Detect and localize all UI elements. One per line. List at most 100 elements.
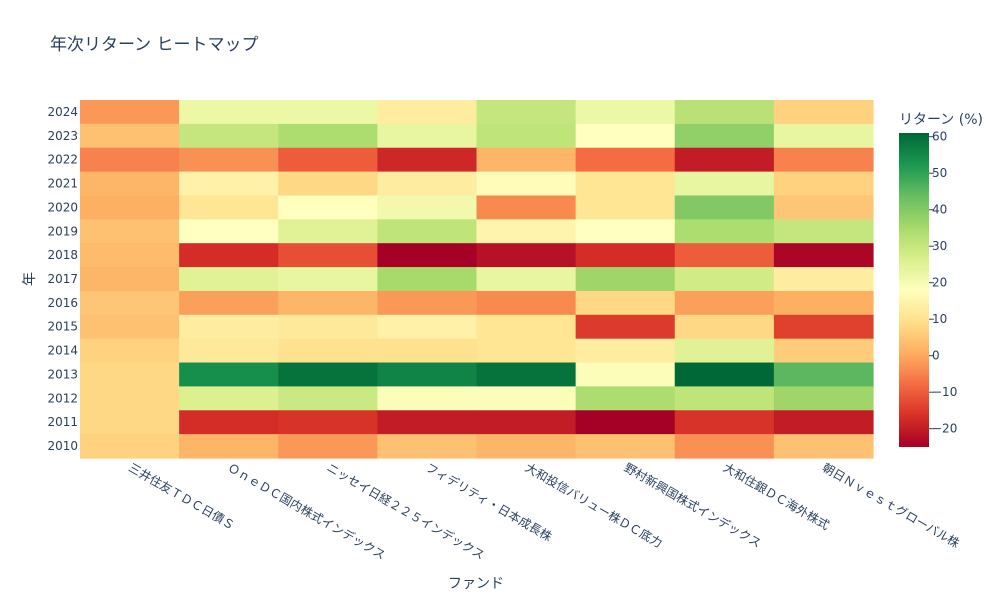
heatmap-cell (179, 219, 279, 244)
heatmap-cell (773, 123, 874, 149)
heatmap-cell (377, 314, 478, 340)
colorbar-ticks: 60 50 40 30 20 10 0 −10 −20 (929, 130, 957, 436)
heatmap-cell (377, 100, 478, 125)
y-tick-label: 2011 (47, 415, 78, 429)
heatmap-cell (476, 171, 577, 197)
heatmap-cell (179, 290, 279, 316)
heatmap-cell (476, 243, 577, 268)
heatmap-cell (674, 386, 775, 411)
heatmap-cell (80, 434, 180, 459)
heatmap-cell (575, 171, 676, 197)
heatmap-cell (179, 338, 279, 364)
heatmap-cell (278, 219, 378, 244)
heatmap-cell (278, 410, 378, 435)
heatmap-cell (179, 410, 279, 435)
heatmap-cell (575, 338, 676, 364)
heatmap-cell (80, 362, 180, 387)
heatmap-cell (377, 290, 478, 316)
x-tick-label: ニッセイ日経２２５インデックス (324, 460, 487, 563)
heatmap-cell (773, 338, 874, 364)
x-axis-ticks: 三井住友ＴＤＣ日債ＳＯｎｅＤＣ国内株式インデックスニッセイ日経２２５インデックス… (126, 460, 962, 563)
heatmap-cell (476, 147, 577, 173)
heatmap-cell (476, 100, 577, 125)
y-tick-label: 2020 (47, 200, 78, 214)
heatmap-cell (575, 434, 676, 459)
colorbar-tick-label: 40 (932, 203, 947, 217)
heatmap-cell (575, 243, 676, 268)
colorbar-tick-label: 50 (932, 166, 947, 180)
heatmap-cell (476, 362, 577, 387)
heatmap-cell (179, 386, 279, 411)
heatmap-cell (377, 362, 478, 387)
heatmap-cell (278, 100, 378, 125)
x-tick-label: 三井住友ＴＤＣ日債Ｓ (126, 460, 237, 533)
heatmap-cell (80, 100, 180, 125)
y-tick-label: 2010 (47, 439, 78, 453)
heatmap-cell (377, 243, 478, 268)
heatmap-cell (773, 171, 874, 197)
heatmap-cell (773, 100, 874, 125)
heatmap-cell (476, 219, 577, 244)
heatmap-cell (674, 147, 775, 173)
colorbar-tick-label: 20 (932, 276, 947, 290)
colorbar-tick-label: −20 (932, 422, 957, 436)
heatmap-cell (278, 147, 378, 173)
heatmap-cell (575, 147, 676, 173)
heatmap-cell (377, 195, 478, 220)
heatmap-cell (674, 267, 775, 292)
colorbar-title: リターン (%) (899, 112, 983, 128)
heatmap-cell (773, 434, 874, 459)
heatmap-cell (278, 338, 378, 364)
heatmap-cell (179, 195, 279, 220)
heatmap-cells (80, 100, 874, 459)
y-tick-label: 2022 (47, 153, 78, 167)
heatmap-cell (674, 195, 775, 220)
y-tick-label: 2017 (47, 272, 78, 286)
colorbar-tick-label: 30 (932, 239, 947, 253)
heatmap-cell (476, 195, 577, 220)
heatmap-cell (80, 195, 180, 220)
heatmap-cell (773, 243, 874, 268)
heatmap-cell (773, 314, 874, 340)
colorbar-tick-label: −10 (932, 385, 957, 399)
heatmap-cell (80, 171, 180, 197)
heatmap-cell (278, 243, 378, 268)
colorbar-tick-label: 0 (932, 349, 940, 363)
heatmap-cell (80, 123, 180, 149)
heatmap-cell (773, 386, 874, 411)
heatmap-cell (476, 410, 577, 435)
heatmap-cell (179, 314, 279, 340)
heatmap-cell (674, 362, 775, 387)
heatmap-cell (674, 410, 775, 435)
heatmap-cell (773, 147, 874, 173)
heatmap-cell (278, 123, 378, 149)
colorbar (899, 133, 929, 447)
heatmap-cell (674, 171, 775, 197)
heatmap-cell (278, 314, 378, 340)
heatmap-cell (377, 267, 478, 292)
heatmap-cell (674, 123, 775, 149)
y-tick-label: 2023 (47, 129, 78, 143)
colorbar-tick-label: 60 (932, 130, 947, 144)
chart-title: 年次リターン ヒートマップ (50, 35, 259, 55)
heatmap-cell (377, 434, 478, 459)
heatmap-cell (476, 290, 577, 316)
y-tick-label: 2013 (47, 368, 78, 382)
heatmap-cell (179, 434, 279, 459)
heatmap-cell (476, 434, 577, 459)
heatmap-cell (377, 171, 478, 197)
y-axis-ticks: 2024 2023 2022 2021 2020 2019 2018 2017 2016 2015… (47, 105, 78, 453)
heatmap-cell (575, 290, 676, 316)
heatmap-cell (575, 386, 676, 411)
heatmap-cell (179, 243, 279, 268)
y-tick-label: 2018 (47, 248, 78, 262)
y-tick-label: 2021 (47, 177, 78, 191)
heatmap-cell (80, 410, 180, 435)
y-tick-label: 2016 (47, 296, 78, 310)
heatmap-cell (278, 267, 378, 292)
y-tick-label: 2024 (47, 105, 78, 119)
y-tick-label: 2012 (47, 391, 78, 405)
heatmap-cell (575, 123, 676, 149)
heatmap-cell (179, 123, 279, 149)
heatmap-cell (377, 386, 478, 411)
